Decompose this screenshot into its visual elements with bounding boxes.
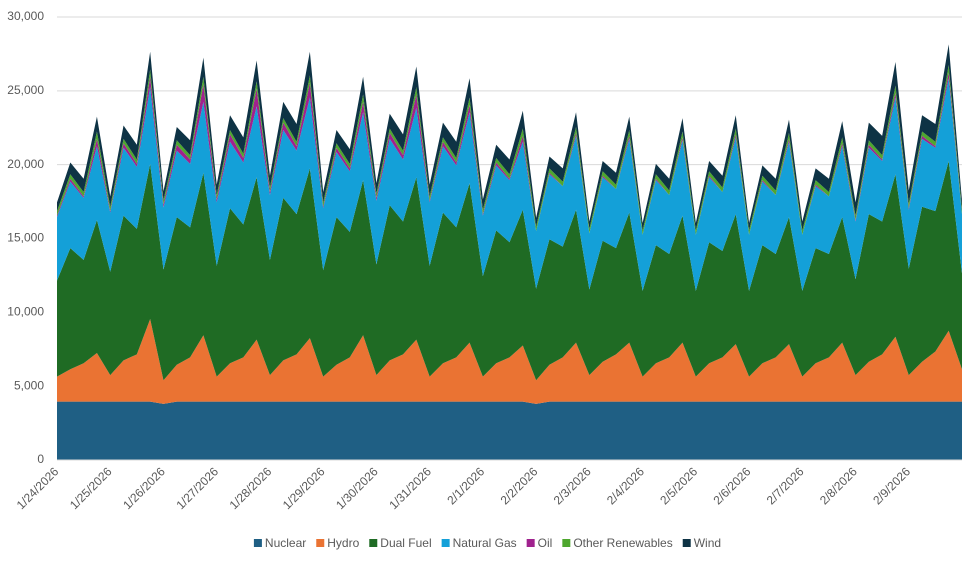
x-tick-label: 1/26/2026 [120,464,168,512]
y-tick-label: 10,000 [7,305,44,319]
legend-swatch [441,539,450,547]
x-tick-label: 1/28/2026 [227,464,275,512]
x-tick-label: 2/2/2026 [498,464,541,507]
legend-swatch [562,539,571,547]
legend-label: Natural Gas [453,536,517,550]
x-tick-label: 2/6/2026 [710,464,753,507]
legend-swatch [526,539,535,547]
legend-swatch [253,539,262,547]
x-tick-label: 2/8/2026 [817,464,860,507]
area [57,78,962,291]
x-tick-label: 1/29/2026 [280,464,328,512]
legend-label: Other Renewables [573,536,672,550]
y-tick-label: 25,000 [7,83,44,97]
area [57,318,962,404]
legend-label: Wind [694,536,721,550]
legend-swatch [316,539,325,547]
y-tick-label: 15,000 [7,231,44,245]
legend: Nuclear Hydro Dual Fuel Natural Gas Oil Other… [253,536,721,550]
area [57,44,962,231]
legend-label: Oil [538,536,553,550]
x-tick-label: 1/27/2026 [173,464,221,512]
x-tick-label: 1/30/2026 [333,464,381,512]
x-tick-label: 1/24/2026 [14,464,62,512]
legend-label: Nuclear [265,536,306,550]
area [57,401,962,460]
x-tick-label: 1/25/2026 [67,464,115,512]
y-tick-label: 0 [37,452,44,466]
legend-swatch [369,539,378,547]
legend-swatch [682,539,691,547]
y-tick-label: 5,000 [14,378,44,392]
legend-label: Dual Fuel [380,536,431,550]
y-tick-label: 30,000 [7,9,44,23]
x-tick-label: 1/31/2026 [386,464,434,512]
x-tick-label: 2/4/2026 [604,464,647,507]
x-tick-label: 2/5/2026 [657,464,700,507]
x-tick-label: 2/3/2026 [551,464,594,507]
x-tick-label: 2/9/2026 [870,464,913,507]
legend-label: Hydro [327,536,359,550]
x-tick-label: 2/7/2026 [764,464,807,507]
area [57,72,962,235]
x-tick-label: 2/1/2026 [444,464,487,507]
area [57,160,962,381]
y-tick-label: 20,000 [7,157,44,171]
